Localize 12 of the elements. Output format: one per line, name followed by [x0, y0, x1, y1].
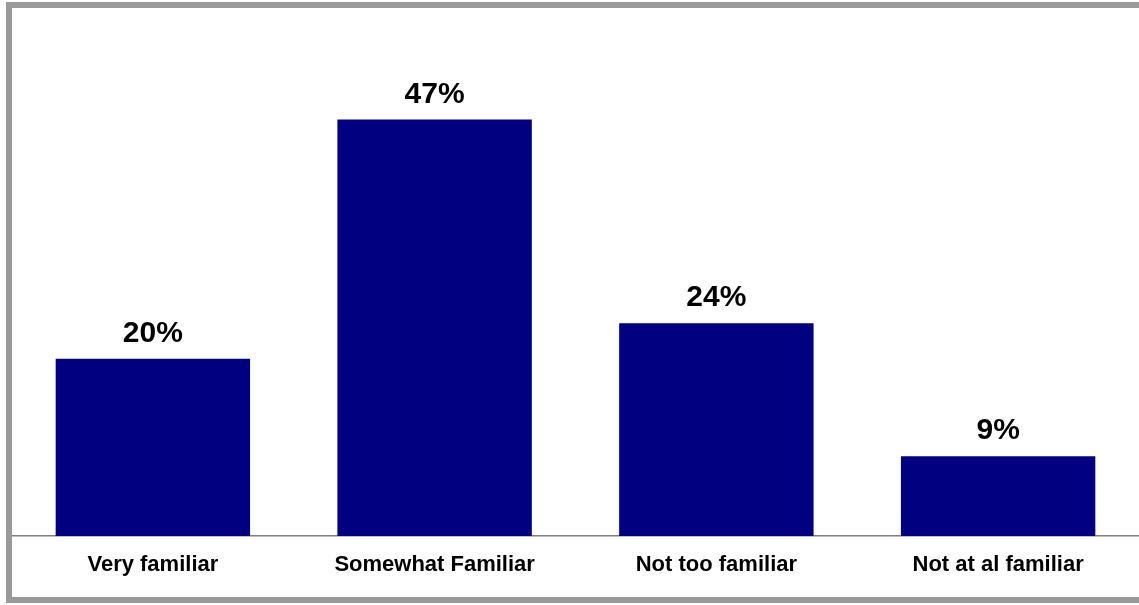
bar	[900, 456, 1096, 536]
data-label: 20%	[122, 314, 183, 348]
x-tick-label: Not too familiar	[635, 551, 798, 577]
x-tick-label: Very familiar	[87, 551, 219, 577]
bar	[337, 119, 532, 536]
bar	[619, 323, 814, 536]
data-label: 9%	[976, 412, 1020, 446]
x-tick-label: Not at al familiar	[912, 551, 1085, 577]
x-tick-label: Somewhat Familiar	[334, 551, 536, 577]
data-label: 24%	[686, 279, 747, 313]
data-label: 47%	[404, 75, 465, 109]
bar	[55, 358, 251, 536]
